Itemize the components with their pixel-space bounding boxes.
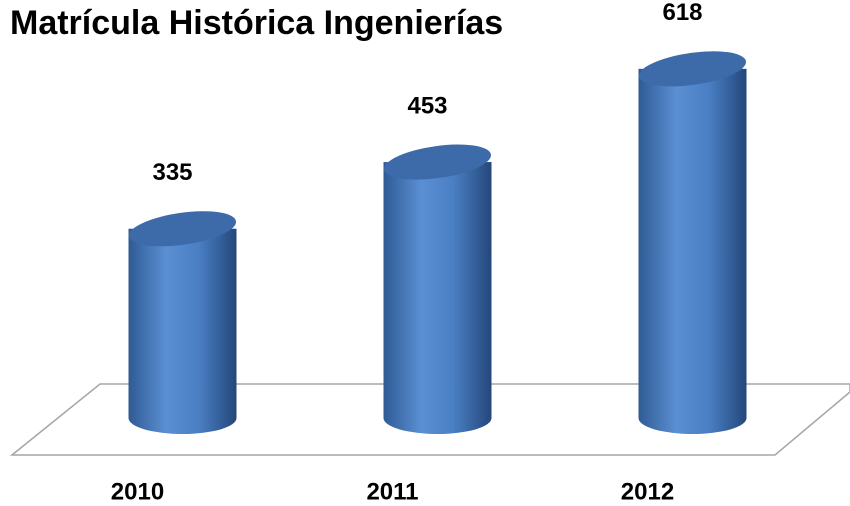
bar-top xyxy=(383,144,492,180)
chart-title: Matrícula Histórica Ingenierías xyxy=(10,4,503,42)
bar xyxy=(128,228,237,418)
data-label: 453 xyxy=(407,92,447,119)
x-tick-label: 2011 xyxy=(366,478,418,505)
data-label: 335 xyxy=(152,159,192,186)
bar-top xyxy=(638,51,747,87)
floor xyxy=(9,383,850,456)
bar-top xyxy=(128,211,237,247)
x-tick-label: 2010 xyxy=(111,478,164,505)
bar xyxy=(638,68,747,418)
x-tick-label: 2012 xyxy=(621,478,674,505)
data-label: 618 xyxy=(662,0,702,26)
bar xyxy=(383,162,492,418)
